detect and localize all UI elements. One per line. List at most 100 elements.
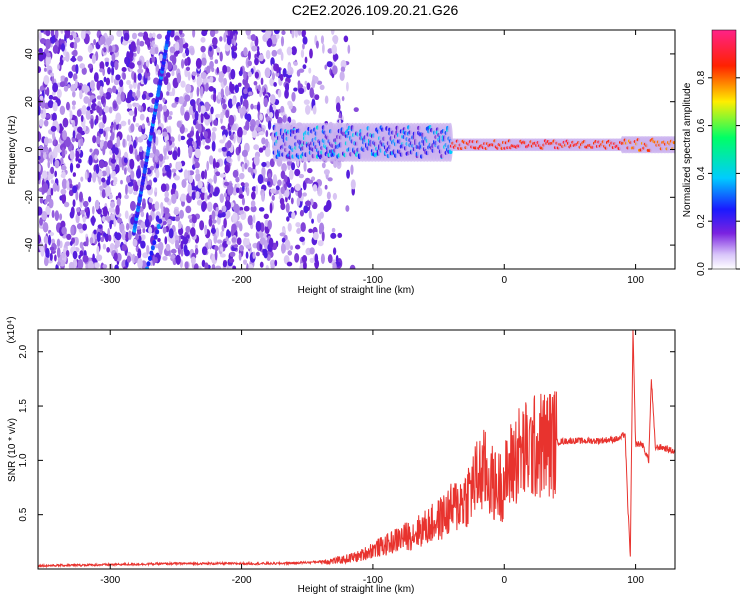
heatmap-cell: [139, 113, 145, 121]
heatmap-cell: [195, 57, 202, 69]
heatmap-cell: [38, 89, 41, 96]
heatmap-cell: [63, 85, 69, 92]
heatmap-cell: [85, 236, 89, 247]
heatmap-cell: [92, 253, 95, 263]
heatmap-cell: [293, 87, 298, 92]
heatmap-cell: [68, 261, 75, 269]
heatmap-cell: [115, 204, 120, 216]
heatmap-cell: [221, 146, 227, 152]
heatmap-cell: [263, 97, 268, 108]
heatmap-cell: [219, 173, 226, 178]
heatmap-cell: [180, 135, 186, 141]
heatmap-cell: [215, 113, 222, 118]
heatmap-cell: [107, 66, 111, 75]
heatmap-cell: [165, 72, 171, 78]
heatmap-cell: [264, 30, 271, 39]
heatmap-cell: [234, 84, 240, 93]
heatmap-cell: [127, 91, 131, 103]
heatmap-cell: [218, 148, 222, 153]
heatmap-cell: [239, 172, 245, 180]
heatmap-cell: [300, 222, 306, 233]
heatmap-cell: [241, 149, 248, 158]
heatmap-cell: [111, 44, 116, 53]
heatmap-cell: [279, 232, 286, 237]
heatmap-cell: [331, 44, 337, 55]
heatmap-cell: [209, 46, 213, 52]
heatmap-cell: [303, 99, 310, 105]
heatmap-cell: [86, 106, 91, 111]
heatmap-cell: [265, 49, 271, 60]
heatmap-cell: [195, 168, 200, 175]
heatmap-cell: [218, 76, 224, 83]
heatmap-cell: [180, 80, 186, 88]
heatmap-cell: [150, 46, 157, 55]
heatmap-cell: [105, 91, 112, 100]
heatmap-cell: [96, 105, 101, 113]
heatmap-cell: [154, 201, 160, 211]
heatmap-cell: [95, 135, 101, 145]
heatmap-cell: [61, 226, 67, 235]
heatmap-cell: [134, 106, 138, 118]
heatmap-cell: [42, 221, 49, 233]
heatmap-cell: [309, 48, 313, 59]
heatmap-cell: [103, 76, 107, 83]
heatmap-cell: [154, 155, 158, 161]
heatmap-cell: [50, 30, 55, 38]
heatmap-cell: [269, 202, 273, 214]
heatmap-cell: [211, 210, 216, 221]
heatmap-cell: [245, 30, 251, 36]
heatmap-cell: [59, 54, 64, 66]
heatmap-cell: [247, 60, 252, 67]
heatmap-cell: [282, 68, 287, 78]
heatmap-cell: [61, 147, 65, 157]
diagonal-streak: [131, 30, 172, 236]
heatmap-cell: [227, 184, 234, 195]
heatmap-cell: [49, 154, 53, 165]
heatmap-cell: [69, 34, 74, 41]
x-tick-label: -100: [363, 575, 383, 586]
heatmap-cell: [227, 98, 233, 109]
heatmap-cell: [244, 162, 248, 170]
heatmap-cell: [250, 34, 256, 42]
heatmap-cell: [250, 205, 257, 213]
heatmap-cell: [144, 39, 151, 45]
heatmap-cell: [139, 146, 143, 153]
heatmap-cell: [260, 77, 264, 86]
heatmap-cell: [104, 216, 110, 221]
heatmap-cell: [294, 30, 298, 38]
heatmap-cell: [267, 173, 272, 178]
heatmap-cell: [66, 233, 72, 240]
heatmap-cell: [204, 113, 211, 120]
heatmap-cell: [193, 141, 197, 150]
x-tick-label: 0: [501, 275, 507, 286]
heatmap-cell: [101, 215, 106, 223]
heatmap-cell: [57, 89, 62, 99]
heatmap-cell: [254, 53, 257, 60]
heatmap-cell: [165, 243, 171, 252]
heatmap-cell: [178, 30, 183, 35]
heatmap-cell: [142, 31, 149, 42]
heatmap-cell: [62, 130, 68, 141]
heatmap-cell: [245, 120, 250, 131]
heatmap-cell: [40, 30, 44, 33]
heatmap-cell: [93, 148, 100, 157]
heatmap-cell: [169, 46, 176, 54]
heatmap-cell: [175, 50, 180, 55]
heatmap-cell: [134, 102, 140, 108]
heatmap-cell: [59, 81, 66, 88]
heatmap-cell: [167, 149, 173, 156]
heatmap-cell: [228, 114, 235, 126]
heatmap-cell: [261, 166, 266, 178]
heatmap-cell: [158, 53, 164, 62]
heatmap-cell: [244, 112, 248, 120]
heatmap-cell: [61, 252, 66, 259]
x-tick-label: 100: [627, 275, 644, 286]
heatmap-cell: [314, 94, 320, 101]
heatmap-cell: [217, 91, 221, 100]
heatmap-cell: [77, 181, 81, 189]
heatmap-cell: [229, 134, 234, 140]
heatmap-cell: [137, 248, 142, 259]
heatmap-cell: [162, 97, 166, 103]
heatmap-cell: [345, 205, 350, 212]
